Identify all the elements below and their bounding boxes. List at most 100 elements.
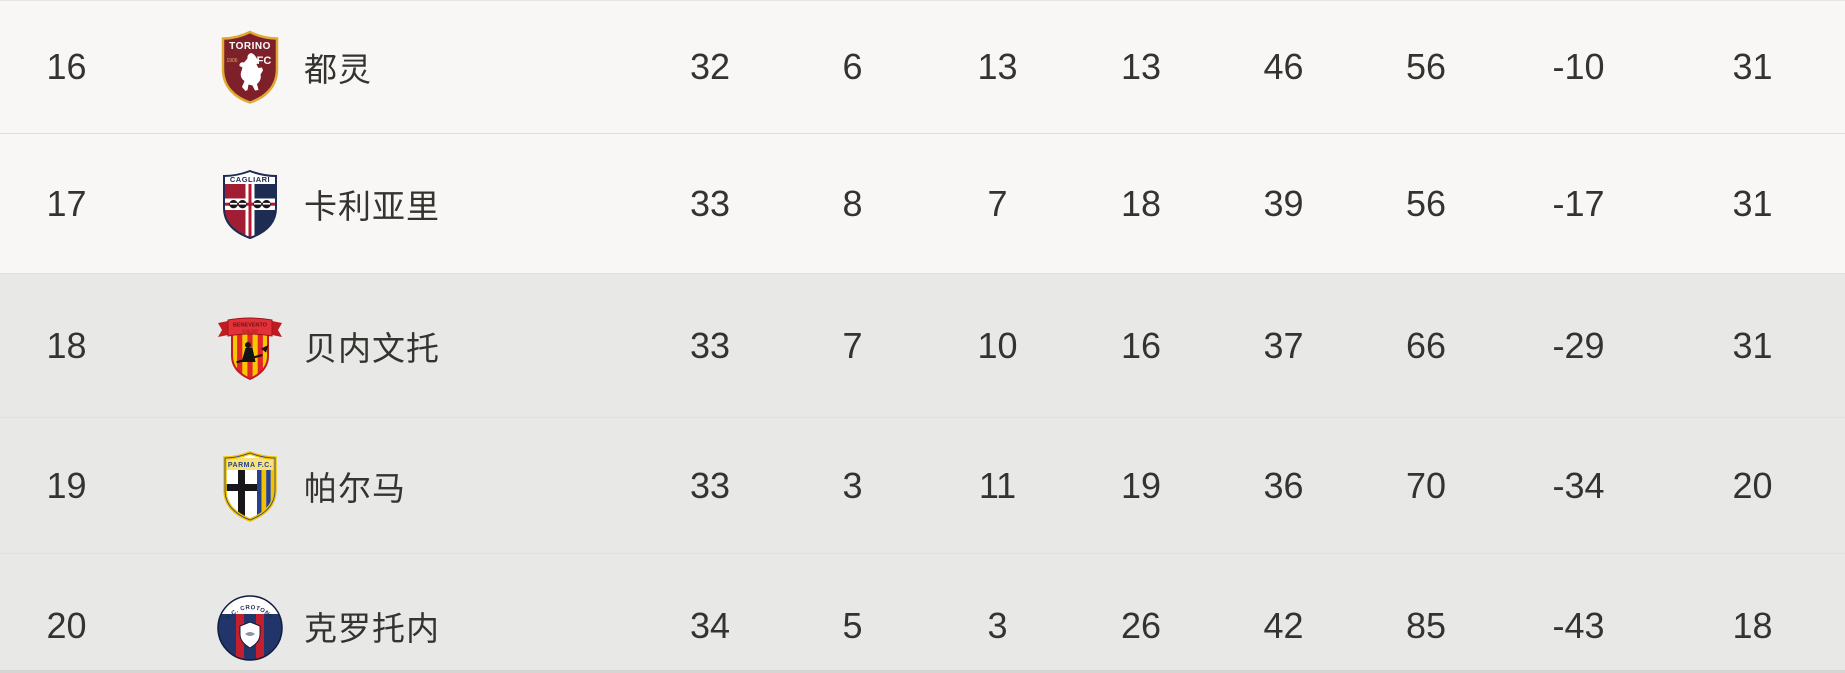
stat-value: 31 (1732, 324, 1773, 366)
benevento-crest-subtext: CALCIO (242, 328, 258, 333)
stat-value: 33 (689, 324, 731, 366)
team-cell[interactable]: CAGLIARI 卡利亚里 (133, 165, 640, 242)
stat-drawn: 7 (925, 183, 1070, 225)
club-crest-icon: TORINO FC 1906 (212, 29, 288, 105)
stat-points: 31 (1660, 46, 1845, 88)
stat-value: 36 (1263, 464, 1304, 506)
stat-goal-diff: -17 (1497, 183, 1660, 225)
stat-value: 7 (842, 324, 863, 366)
stat-value: 3 (842, 464, 863, 506)
stat-value: 18 (1732, 604, 1773, 646)
team-cell[interactable]: F.C. CROTONE 克罗托内 (133, 587, 640, 664)
stat-value: 66 (1405, 324, 1447, 366)
stat-drawn: 3 (925, 605, 1070, 647)
benevento-crest-icon: BENEVENTO CALCIO (212, 307, 288, 384)
stat-goals-for: 46 (1212, 46, 1355, 88)
stat-goal-diff: -29 (1497, 325, 1660, 367)
stat-goals-against: 56 (1355, 46, 1497, 88)
stat-value: 3 (987, 604, 1008, 646)
stat-value: 31 (1732, 182, 1773, 224)
stat-lost: 19 (1070, 465, 1212, 507)
parma-crest-text: PARMA F.C. (228, 462, 272, 469)
stat-drawn: 11 (925, 465, 1070, 507)
team-name: 卡利亚里 (304, 187, 440, 225)
stat-value: 8 (842, 182, 863, 224)
stat-goals-for: 42 (1212, 605, 1355, 647)
team-cell[interactable]: TORINO FC 1906 都灵 (133, 29, 640, 105)
stat-value: 7 (987, 182, 1008, 224)
stat-value: -10 (1552, 46, 1605, 87)
stat-won: 7 (780, 325, 925, 367)
team-cell[interactable]: BENEVENTO CALCIO 贝内文托 (133, 307, 640, 384)
stat-value: 20 (1732, 464, 1773, 506)
stat-value: 11 (978, 464, 1017, 506)
stat-value: 70 (1405, 464, 1447, 506)
rank-label: 17 (46, 182, 87, 224)
stat-value: 13 (977, 46, 1018, 87)
stat-won: 6 (780, 46, 925, 88)
stat-value: 37 (1263, 324, 1304, 366)
table-row[interactable]: 17 CAGLIARI 卡利亚里 33 8 7 18 39 56 -17 31 (0, 133, 1845, 273)
table-row[interactable]: 20 F.C. CROTONE 克罗托内 34 5 3 26 42 85 -43… (0, 553, 1845, 673)
stat-played: 32 (640, 46, 780, 88)
stat-value: 5 (842, 604, 863, 646)
crotone-crest-icon: F.C. CROTONE (212, 587, 288, 664)
cagliari-crest-icon: CAGLIARI (212, 165, 288, 242)
stat-value: 16 (1120, 324, 1162, 366)
stat-drawn: 10 (925, 325, 1070, 367)
stat-value: 56 (1405, 46, 1447, 87)
stat-lost: 16 (1070, 325, 1212, 367)
benevento-crest-text: BENEVENTO (233, 322, 268, 328)
cagliari-crest-text: CAGLIARI (230, 175, 270, 184)
stat-value: 19 (1120, 464, 1162, 506)
stat-lost: 26 (1070, 605, 1212, 647)
stat-goal-diff: -43 (1497, 605, 1660, 647)
stat-played: 34 (640, 605, 780, 647)
table-row[interactable]: 16 TORINO FC 1906 都灵 32 6 13 13 46 56 -1… (0, 1, 1845, 133)
stat-played: 33 (640, 465, 780, 507)
stat-value: 85 (1405, 604, 1447, 646)
stat-value: 32 (689, 46, 731, 87)
stat-drawn: 13 (925, 46, 1070, 88)
stat-goal-diff: -34 (1497, 465, 1660, 507)
stat-played: 33 (640, 325, 780, 367)
team-name: 都灵 (304, 51, 372, 88)
team-name: 帕尔马 (304, 469, 406, 507)
rank-cell: 18 (0, 325, 133, 367)
stat-value: 6 (842, 46, 863, 87)
rank-label: 18 (46, 324, 87, 366)
rank-cell: 19 (0, 465, 133, 507)
stat-lost: 13 (1070, 46, 1212, 88)
torino-crest-text: TORINO (229, 41, 271, 52)
stat-value: 46 (1263, 46, 1304, 87)
team-name: 克罗托内 (304, 609, 440, 647)
stat-value: -43 (1552, 604, 1605, 646)
stat-goal-diff: -10 (1497, 46, 1660, 88)
stat-won: 5 (780, 605, 925, 647)
rank-cell: 17 (0, 183, 133, 225)
table-row[interactable]: 18 BENEVENTO CALCIO 贝内文托 33 7 10 16 37 (0, 273, 1845, 417)
stat-value: 39 (1263, 182, 1304, 224)
torino-crest-icon: TORINO FC 1906 (221, 30, 279, 104)
team-cell[interactable]: PARMA F.C. 帕尔马 (133, 447, 640, 524)
torino-crest-year: 1906 (226, 58, 237, 64)
stat-value: -34 (1552, 464, 1605, 506)
stat-value: 13 (1120, 46, 1162, 87)
stat-value: 56 (1405, 182, 1447, 224)
stat-played: 33 (640, 183, 780, 225)
stat-goals-for: 36 (1212, 465, 1355, 507)
rank-label: 19 (46, 464, 87, 506)
stat-value: 31 (1732, 46, 1773, 87)
table-row[interactable]: 19 PARMA F.C. 帕尔马 33 3 11 19 36 70 -34 2… (0, 417, 1845, 553)
stat-value: 10 (977, 324, 1018, 366)
club-crest-icon: F.C. CROTONE (212, 587, 288, 664)
parma-crest-icon: PARMA F.C. (212, 447, 288, 524)
stat-value: 33 (689, 464, 731, 506)
stat-points: 18 (1660, 605, 1845, 647)
stat-value: 34 (689, 604, 731, 646)
stat-goals-for: 37 (1212, 325, 1355, 367)
club-crest-icon: PARMA F.C. (212, 447, 288, 524)
torino-crest-fc: FC (257, 55, 272, 67)
club-crest-icon: CAGLIARI (212, 165, 288, 242)
stat-goals-against: 70 (1355, 465, 1497, 507)
